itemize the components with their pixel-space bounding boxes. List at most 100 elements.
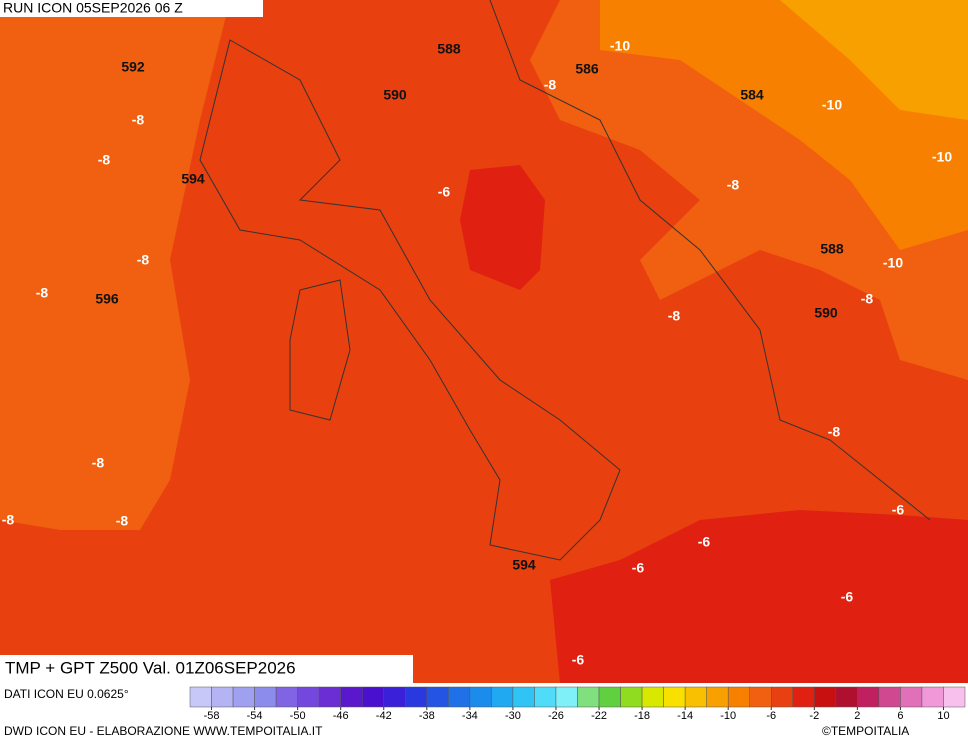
gpt-label: 586 <box>575 61 599 77</box>
color-swatch <box>254 686 277 708</box>
source: DATI ICON EU 0.0625° <box>4 687 129 701</box>
tick-label: -26 <box>548 710 564 722</box>
contour-labels: 592 588 586 590 584 594 588 596 590 594 -10 -8 -10 -8… <box>2 38 953 668</box>
tick-label: -6 <box>766 710 776 722</box>
color-swatch <box>491 686 514 708</box>
gpt-label: 588 <box>437 41 461 57</box>
region-south-east <box>550 510 968 683</box>
tick-label: -50 <box>290 710 306 722</box>
tick-label: -34 <box>462 710 478 722</box>
tmp-label: -6 <box>892 502 905 518</box>
credit: DWD ICON EU - ELABORAZIONE WWW.TEMPOITAL… <box>4 724 323 738</box>
region-light-orange <box>780 0 968 120</box>
gpt-label: 596 <box>95 291 119 307</box>
color-swatch <box>577 686 600 708</box>
region-central <box>460 165 545 290</box>
color-swatch <box>318 686 341 708</box>
color-swatch <box>835 686 858 708</box>
color-swatch <box>512 686 535 708</box>
color-swatch <box>663 686 686 708</box>
tick-label: -14 <box>677 710 693 722</box>
map-title: TMP + GPT Z500 Val. 01Z06SEP2026 <box>5 658 296 677</box>
color-swatch <box>361 686 385 708</box>
tmp-label: -8 <box>828 424 841 440</box>
tick-label: -46 <box>333 710 349 722</box>
tick-label: -30 <box>505 710 521 722</box>
color-swatch <box>426 686 449 708</box>
tmp-label: -10 <box>932 149 952 165</box>
color-swatch <box>641 686 664 708</box>
tmp-label: -8 <box>98 152 111 168</box>
coastlines <box>199 0 931 561</box>
tmp-label: -6 <box>698 534 711 550</box>
color-swatch <box>921 686 944 708</box>
tmp-label: -8 <box>137 252 150 268</box>
tmp-label: -8 <box>668 308 681 324</box>
color-swatch <box>555 686 578 708</box>
color-swatch <box>469 686 492 708</box>
tmp-label: -8 <box>2 512 15 528</box>
color-swatch <box>857 686 880 708</box>
tmp-label: -10 <box>610 38 630 54</box>
color-swatch <box>620 686 643 708</box>
header-box <box>0 0 263 17</box>
tick-label: 10 <box>937 710 949 722</box>
color-swatch <box>900 686 923 708</box>
gpt-label: 592 <box>121 59 145 75</box>
tick-label: -2 <box>809 710 819 722</box>
tmp-label: -8 <box>36 285 49 301</box>
tmp-label: -8 <box>861 291 874 307</box>
gpt-label: 590 <box>383 87 407 103</box>
tick-label: -42 <box>376 710 392 722</box>
color-swatch <box>792 686 815 708</box>
tick-label: -18 <box>634 710 650 722</box>
color-swatch <box>943 686 966 708</box>
tmp-label: -8 <box>544 77 557 93</box>
tmp-label: -6 <box>438 184 451 200</box>
copyright: ©TEMPOITALIA <box>822 724 909 738</box>
tick-label: -10 <box>720 710 736 722</box>
tmp-label: -10 <box>822 97 842 113</box>
color-swatch <box>189 686 212 708</box>
gpt-label: 584 <box>740 87 764 103</box>
tick-label: 6 <box>897 710 903 722</box>
tmp-label: -6 <box>841 589 854 605</box>
gpt-label: 594 <box>181 171 205 187</box>
color-swatch <box>598 686 621 708</box>
tick-label: -58 <box>204 710 220 722</box>
color-swatch <box>211 686 234 708</box>
tick-label: -22 <box>591 710 607 722</box>
color-swatch <box>232 686 255 708</box>
run-title: RUN ICON 05SEP2026 06 Z <box>3 0 183 16</box>
tmp-label: -6 <box>572 652 585 668</box>
tick-label: 2 <box>854 710 860 722</box>
color-swatch <box>448 686 471 708</box>
gpt-label: 594 <box>512 557 536 573</box>
gpt-label: 588 <box>820 241 844 257</box>
color-swatch <box>340 686 363 708</box>
color-swatch <box>684 686 707 708</box>
color-swatch <box>727 686 750 708</box>
tick-label: -38 <box>419 710 435 722</box>
gpt-label: 590 <box>814 305 838 321</box>
tmp-label: -10 <box>883 255 903 271</box>
tmp-label: -8 <box>727 177 740 193</box>
color-swatch <box>275 686 298 708</box>
color-swatch <box>383 686 406 708</box>
tmp-label: -8 <box>92 455 105 471</box>
tmp-label: -8 <box>132 112 145 128</box>
tmp-label: -8 <box>116 513 129 529</box>
color-swatch <box>814 686 837 708</box>
tick-label: -54 <box>247 710 263 722</box>
color-swatch <box>749 686 772 708</box>
color-swatch <box>771 686 794 708</box>
colorbar: -58 -54 -50 -46 -42 -38 -34 -30 -26 -22 -18 -14 -10-… <box>189 686 966 722</box>
color-swatch <box>405 686 428 708</box>
color-swatch <box>534 686 557 708</box>
map-title-box <box>0 655 413 683</box>
tmp-label: -6 <box>632 560 645 576</box>
color-swatch <box>878 686 901 708</box>
color-swatch <box>706 686 729 708</box>
region-west <box>0 0 230 530</box>
